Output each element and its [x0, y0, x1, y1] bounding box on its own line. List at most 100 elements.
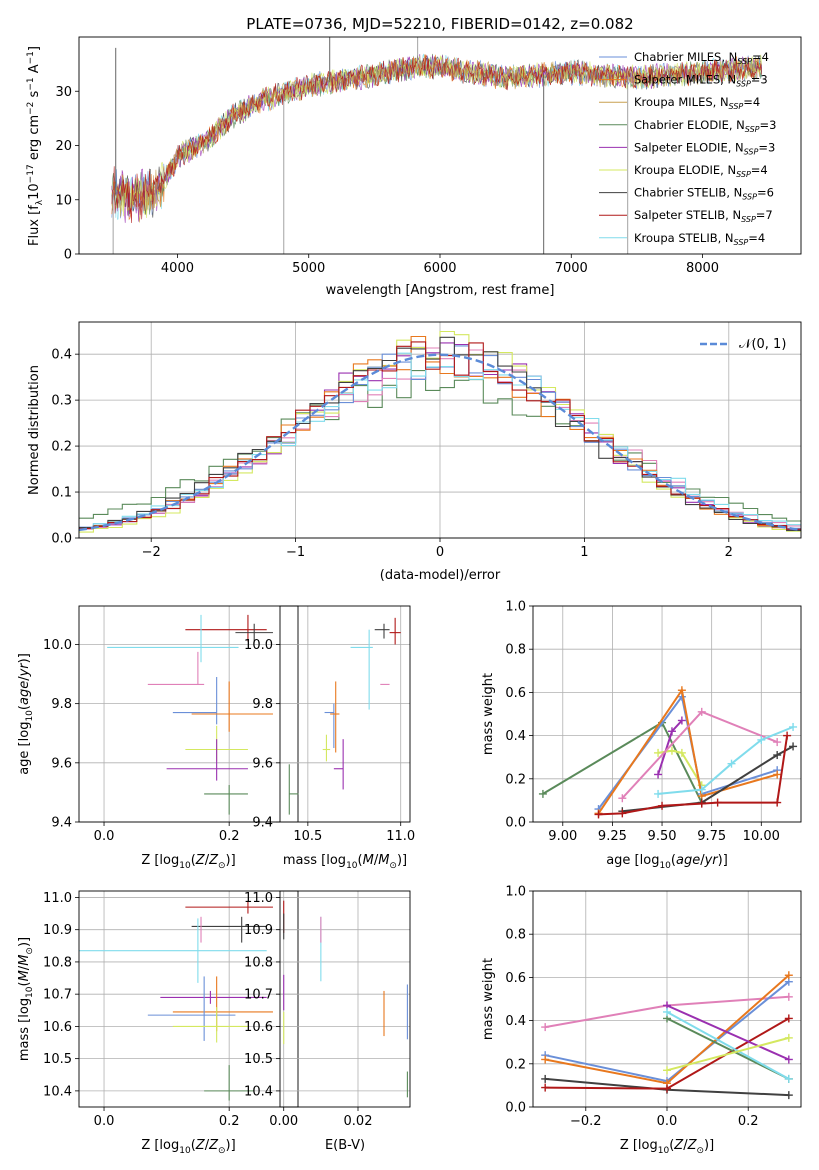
y-tick-label: 0.1: [51, 486, 72, 501]
label-part: )]: [226, 853, 236, 868]
x-tick-label: 10.00: [743, 829, 780, 844]
label-part: 10: [25, 710, 35, 722]
legend-label-text: Chabrier STELIB, N: [634, 186, 742, 200]
label-part: /: [683, 1138, 688, 1153]
y-tick-label: 9.8: [252, 697, 273, 712]
legend-label-sub: SSP: [741, 215, 756, 224]
x-tick-label: 0.2: [219, 829, 240, 844]
x-axis-label: age [log10(age/yr)]: [606, 853, 728, 871]
legend-label: Salpeter STELIB, NSSP=7: [634, 208, 773, 224]
y-tick-label: 10.0: [244, 638, 273, 653]
spectrum-line: [111, 54, 762, 224]
axes-frame: [78, 36, 802, 255]
label-part: (: [671, 853, 676, 868]
y-tick-label: 9.4: [51, 816, 72, 831]
y-axis-label: mass weight: [481, 958, 496, 1040]
y-tick-label: 0.6: [505, 971, 526, 986]
y-tick-label: 0.8: [505, 643, 526, 658]
label-part: s: [27, 90, 42, 101]
y-tick-label: 10.5: [43, 1052, 72, 1067]
y-axis-label: Flux [fλ10−17 erg cm−2 s−1 A−1]: [26, 46, 45, 246]
x-axis-label: wavelength [Angstrom, rest frame]: [326, 283, 555, 298]
legend-label-sub: SSP: [736, 170, 751, 179]
label-part: )]: [17, 937, 32, 947]
panel-residuals: −2 −1 0 1 2 0.0 0.1 0.2 0.3 0.4 𝒩(0, 1) (data-model…: [27, 321, 802, 583]
legend-label-sub: SSP: [744, 147, 759, 156]
x-tick-label: −2: [142, 545, 161, 560]
label-part: /: [205, 1138, 210, 1153]
legend-label-count: =3: [751, 73, 768, 87]
label-part: −1: [26, 51, 36, 64]
label-part: yr: [17, 662, 32, 678]
y-tick-label: 9.8: [51, 697, 72, 712]
x-tick-label: 1: [580, 545, 588, 560]
y-axis-label: Normed distribution: [27, 365, 42, 495]
legend-label: Salpeter ELODIE, NSSP=3: [634, 140, 775, 156]
y-tick-label: 0.0: [505, 816, 526, 831]
label-part: )]: [226, 1138, 236, 1153]
label-part: /: [205, 853, 210, 868]
legend-label-sub: SSP: [736, 80, 751, 89]
normal-curve: [79, 353, 801, 532]
legend-label-text: Kroupa ELODIE, N: [634, 163, 736, 177]
label-part: Z: [195, 853, 206, 868]
label-part: (: [191, 853, 196, 868]
legend-label-count: =4: [751, 163, 768, 177]
y-tick-label: 10.6: [244, 1020, 273, 1035]
x-tick-label: 6000: [423, 261, 456, 276]
label-part: (: [358, 853, 363, 868]
label-part: −2: [26, 102, 36, 115]
y-tick-label: 30: [55, 85, 72, 100]
label-part: Flux [f: [27, 205, 42, 246]
x-tick-label: 4000: [161, 261, 194, 276]
axes-frame: [532, 890, 802, 1108]
label-part: (: [191, 1138, 196, 1153]
plot-area: [538, 686, 798, 819]
label-part: 10: [25, 986, 35, 998]
legend-label: 𝒩(0, 1): [739, 337, 786, 352]
legend-label-count: =3: [760, 118, 777, 132]
x-tick-label: 0.02: [344, 1114, 373, 1129]
y-tick-label: 10.5: [244, 1052, 273, 1067]
label-part: M: [17, 970, 32, 981]
figure-title: PLATE=0736, MJD=52210, FIBERID=0142, z=0…: [246, 15, 633, 33]
label-part: age [log: [606, 853, 659, 868]
label-part: λ: [35, 199, 45, 205]
label-part: Z: [673, 1138, 684, 1153]
legend-label: Chabrier MILES, NSSP=4: [634, 50, 769, 66]
y-tick-label: 10.8: [244, 955, 273, 970]
legend-label: Chabrier STELIB, NSSP=6: [634, 186, 774, 202]
label-part: 10: [179, 1146, 191, 1156]
label-part: )]: [704, 1138, 714, 1153]
panel-spectrum: 4000 5000 6000 7000 8000 0 10 20 30 Chabrier MILE…: [26, 36, 802, 298]
x-tick-label: 0: [436, 545, 444, 560]
label-part: ⊙: [696, 1146, 704, 1156]
panel-age_vs_Z: 0.0 0.29.49.69.810.0Z [log10(Z/Z⊙)]age [l…: [17, 605, 299, 871]
label-part: age: [17, 681, 32, 705]
y-tick-label: 0.8: [505, 928, 526, 943]
weight-line: [597, 694, 778, 810]
plot-area: [79, 330, 801, 533]
legend-label-sub: SSP: [745, 125, 760, 134]
x-tick-label: 2: [725, 545, 733, 560]
plot-area: [283, 900, 408, 1098]
label-part: /: [374, 853, 379, 868]
weight-line: [597, 687, 778, 814]
x-tick-label: 10.5: [293, 829, 322, 844]
y-tick-label: 0.4: [51, 348, 72, 363]
axes-frame: [78, 321, 802, 539]
label-part: /: [17, 965, 32, 970]
y-tick-label: 0: [64, 248, 72, 263]
legend-label-count: =4: [748, 231, 765, 245]
label-part: Z: [687, 1138, 698, 1153]
x-tick-label: 9.50: [648, 829, 677, 844]
x-axis-label: mass [log10(M/M⊙)]: [283, 853, 407, 871]
x-tick-label: 11.0: [386, 829, 415, 844]
y-tick-label: 9.6: [51, 756, 72, 771]
legend-label-text: Chabrier ELODIE, N: [634, 118, 745, 132]
label-part: −17: [26, 164, 36, 183]
axes-frame: [279, 605, 411, 823]
y-tick-label: 10: [55, 193, 72, 208]
spectrum-line: [111, 54, 762, 223]
legend-label-text: Kroupa MILES, N: [634, 95, 729, 109]
